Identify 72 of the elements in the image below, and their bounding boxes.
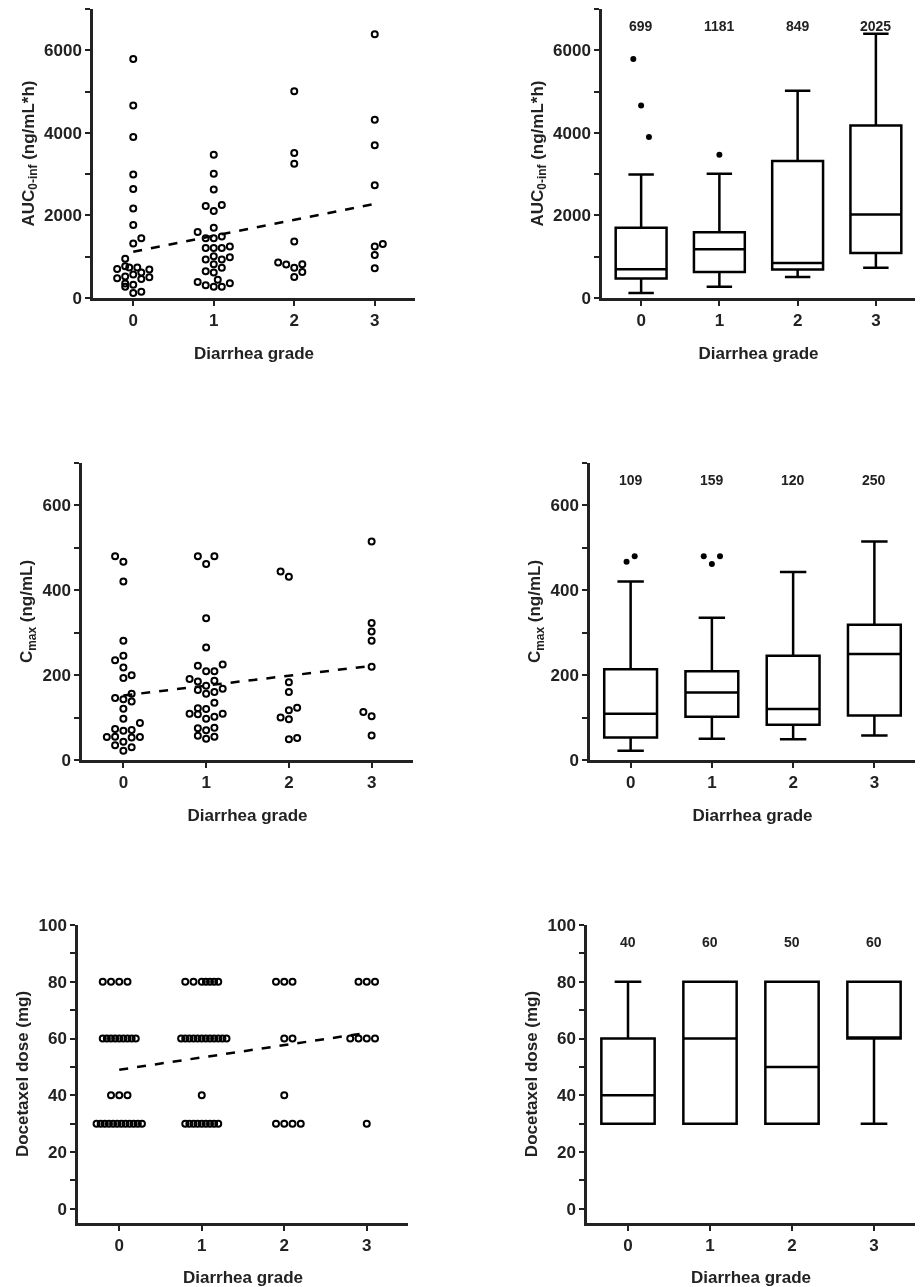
annotation: 120 xyxy=(781,472,805,488)
annotation: 60 xyxy=(702,934,718,950)
y-tick-label: 40 xyxy=(556,1086,576,1106)
x-tick-label: 3 xyxy=(362,1236,372,1256)
x-tick-label: 3 xyxy=(869,1236,879,1256)
x-tick-label: 0 xyxy=(636,311,646,331)
x-axis-title: Diarrhea grade xyxy=(692,805,813,825)
annotation: 109 xyxy=(619,472,643,488)
y-tick-label: 2000 xyxy=(553,206,591,226)
y-tick-label: 2000 xyxy=(44,206,82,226)
x-tick-label: 2 xyxy=(787,1236,797,1256)
y-tick-label: 200 xyxy=(42,666,71,686)
x-tick-label: 3 xyxy=(869,773,880,793)
x-tick-label: 1 xyxy=(707,773,717,793)
y-tick-label: 80 xyxy=(47,972,67,992)
y-tick-label: 60 xyxy=(556,1029,576,1049)
y-tick-label: 4000 xyxy=(553,123,591,143)
x-tick-label: 3 xyxy=(370,311,380,331)
x-tick-label: 1 xyxy=(714,311,725,331)
annotation: 60 xyxy=(866,934,882,950)
x-tick-label: 0 xyxy=(625,773,636,793)
x-tick-label: 0 xyxy=(114,1236,124,1256)
y-axis-title: Docetaxel dose (mg) xyxy=(522,990,542,1158)
y-tick-label: 60 xyxy=(47,1029,67,1049)
y-tick-label: 100 xyxy=(38,915,67,935)
y-tick-label: 4000 xyxy=(44,123,82,143)
x-tick-label: 1 xyxy=(197,1236,207,1256)
y-tick-label: 20 xyxy=(47,1143,67,1162)
x-tick-label: 2 xyxy=(289,311,299,331)
annotation: 50 xyxy=(784,934,800,950)
x-tick-label: 2 xyxy=(279,1236,289,1256)
y-tick-label: 6000 xyxy=(553,41,591,61)
annotation: 849 xyxy=(786,18,810,34)
y-tick-label: 80 xyxy=(556,972,576,992)
x-tick-label: 1 xyxy=(209,311,219,331)
annotation: 699 xyxy=(629,18,653,34)
x-tick-label: 0 xyxy=(128,311,138,331)
y-tick-label: 100 xyxy=(547,915,576,935)
y-tick-label: 20 xyxy=(556,1143,576,1162)
x-tick-label: 0 xyxy=(623,1236,633,1256)
x-tick-label: 3 xyxy=(871,311,881,331)
y-tick-label: 200 xyxy=(550,666,579,686)
x-tick-label: 1 xyxy=(705,1236,715,1256)
x-tick-label: 3 xyxy=(366,773,377,793)
annotation: 2025 xyxy=(860,18,892,34)
x-tick-label: 2 xyxy=(792,311,803,331)
x-axis-title: Diarrhea grade xyxy=(691,1268,811,1287)
annotation: 250 xyxy=(862,472,886,488)
y-tick-label: 0 xyxy=(61,750,71,770)
y-tick-label: 600 xyxy=(550,496,579,516)
y-tick-label: 400 xyxy=(42,581,71,601)
y-tick-label: 0 xyxy=(566,1199,576,1219)
y-tick-label: 0 xyxy=(57,1199,67,1219)
x-tick-label: 2 xyxy=(284,773,294,793)
y-axis-title: Docetaxel dose (mg) xyxy=(13,990,33,1158)
x-axis-title: Diarrhea grade xyxy=(183,1268,303,1287)
annotation: 40 xyxy=(620,934,636,950)
annotation: 159 xyxy=(700,472,724,488)
y-tick-label: 0 xyxy=(581,288,591,308)
x-tick-label: 2 xyxy=(788,773,798,793)
x-axis-title: Diarrhea grade xyxy=(698,343,819,363)
x-axis-title: Diarrhea grade xyxy=(194,343,314,363)
x-tick-label: 1 xyxy=(201,773,211,793)
y-tick-label: 40 xyxy=(47,1086,67,1106)
x-tick-label: 0 xyxy=(118,773,129,793)
annotation: 1181 xyxy=(704,18,735,34)
y-tick-label: 400 xyxy=(550,581,579,601)
y-tick-label: 0 xyxy=(569,750,579,770)
y-tick-label: 0 xyxy=(72,288,82,308)
x-axis-title: Diarrhea grade xyxy=(187,805,308,825)
y-tick-label: 600 xyxy=(42,496,71,516)
y-tick-label: 6000 xyxy=(44,41,82,61)
